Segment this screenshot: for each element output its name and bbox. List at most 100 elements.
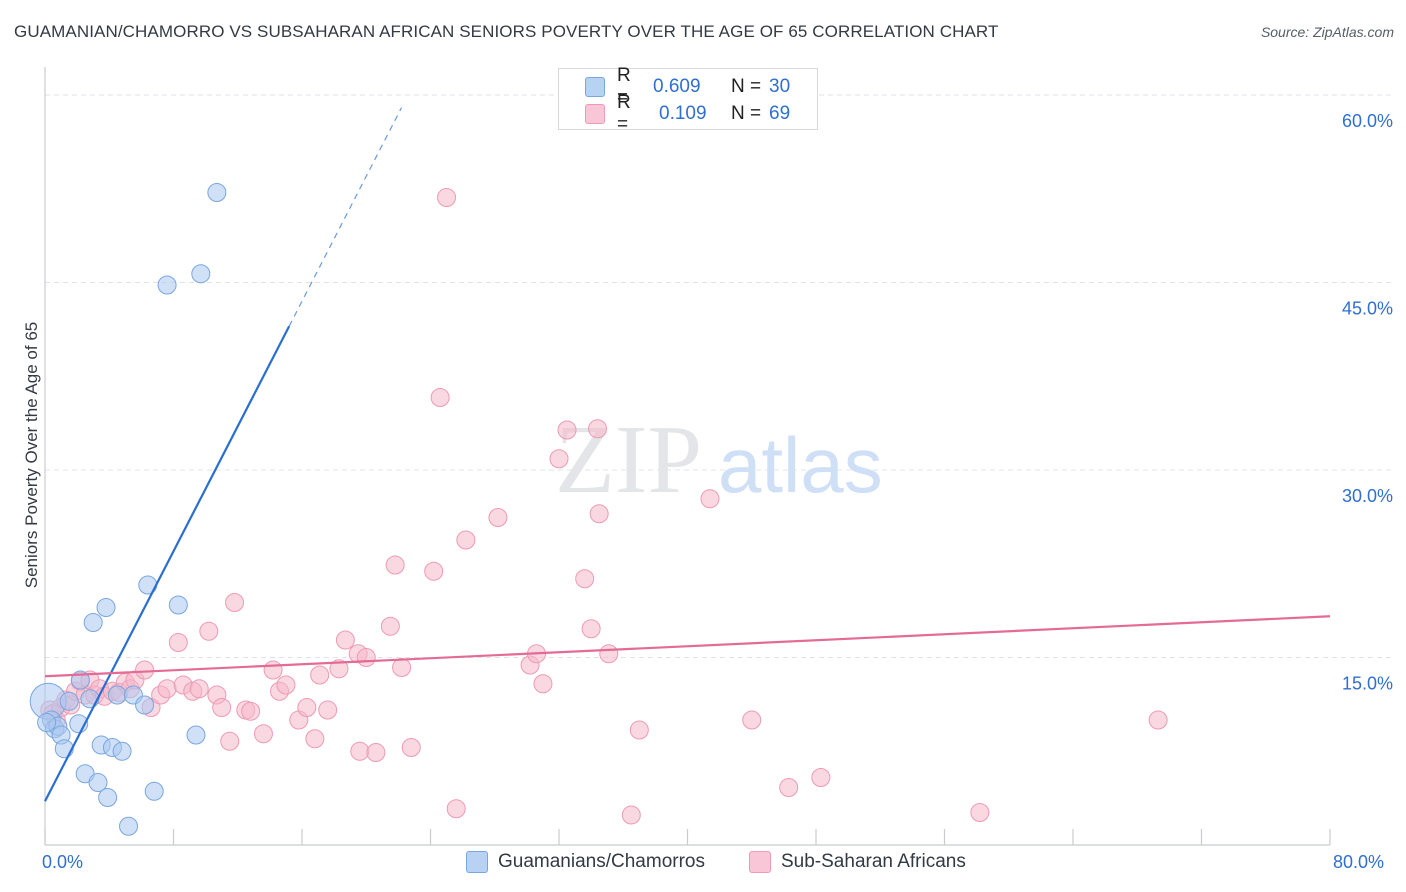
guamanian-point [96, 598, 116, 617]
subsaharan-point [263, 660, 283, 680]
guamanian-point [107, 685, 127, 705]
guamanian-point [144, 781, 164, 801]
subsaharan-point [392, 658, 412, 677]
legend-r-value: 0.109 [659, 103, 707, 124]
guamanian-point [37, 713, 57, 732]
x-tick-label-min: 0.0% [42, 852, 84, 872]
subsaharan-point [629, 720, 649, 740]
subsaharan-point [318, 700, 338, 720]
grid-lines [45, 94, 1392, 658]
subsaharan-point [621, 805, 641, 825]
legend-swatch-blue [585, 77, 605, 97]
legend-n-label: N = [731, 76, 762, 97]
subsaharan-point [742, 710, 762, 730]
subsaharan-point [811, 768, 831, 787]
bottom-legend-guamanian: Guamanians/Chamorros [466, 851, 705, 873]
guamanian-point [191, 264, 211, 284]
subsaharan-point [212, 698, 232, 717]
subsaharan-point [549, 449, 569, 469]
legend-n-label: N = [731, 103, 762, 124]
subsaharan-point [588, 419, 608, 439]
guamanian-point [207, 183, 227, 202]
guamanian-point [186, 725, 206, 745]
y-tick-label: 15.0% [1342, 674, 1393, 694]
guamanian-point [83, 613, 103, 632]
subsaharan-point [305, 729, 325, 749]
watermark: ZIP atlas [555, 406, 883, 514]
subsaharan-point [401, 738, 421, 757]
subsaharan-point [430, 388, 450, 407]
trend-lines [44, 107, 1331, 802]
subsaharan-trend-line [44, 615, 1331, 678]
subsaharan-point [589, 504, 609, 524]
subsaharan-point [220, 731, 240, 751]
legend-row-subsaharan: R = 0.109 N = 69 [585, 92, 791, 135]
bottom-legend-swatch-pink [749, 851, 771, 873]
source-label: Source: ZipAtlas.com [1260, 24, 1394, 40]
guamanian-point [88, 773, 108, 792]
legend-row-guamanian: R = 0.609 N = 30 [585, 65, 791, 108]
subsaharan-point [575, 569, 595, 589]
subsaharan-point [446, 799, 466, 819]
subsaharan-point [437, 188, 457, 207]
y-tick-label: 60.0% [1342, 111, 1393, 131]
subsaharan-point [356, 648, 376, 667]
subsaharan-point [168, 633, 188, 652]
subsaharan-point [581, 619, 601, 639]
subsaharan-point [599, 644, 619, 664]
bottom-legend-label-guamanian: Guamanians/Chamorros [498, 851, 705, 872]
bottom-legend-label-subsaharan: Sub-Saharan Africans [781, 851, 966, 872]
subsaharan-point [189, 679, 209, 699]
y-tick-label: 45.0% [1342, 299, 1393, 319]
subsaharan-point [779, 778, 799, 797]
guamanian-point [119, 816, 139, 836]
guamanian-point [135, 695, 155, 715]
subsaharan-point [225, 593, 245, 612]
subsaharan-point [135, 660, 155, 680]
subsaharan-point [700, 489, 720, 509]
legend-n-value: 69 [769, 103, 791, 124]
subsaharan-point [253, 724, 273, 744]
subsaharan-point [1148, 710, 1168, 730]
guamanian-point [54, 739, 74, 759]
chart-title: GUAMANIAN/CHAMORRO VS SUBSAHARAN AFRICAN… [14, 22, 999, 41]
subsaharan-point [157, 679, 177, 699]
subsaharan-point [297, 698, 317, 717]
guamanian-point [98, 788, 118, 807]
x-tick-label-max: 80.0% [1333, 852, 1385, 872]
subsaharan-point [533, 674, 553, 694]
guamanian-trend-extension [288, 107, 403, 327]
subsaharan-point [276, 675, 296, 695]
guamanian-point [112, 741, 132, 761]
guamanian-point [157, 275, 177, 295]
guamanian-point [59, 691, 79, 711]
subsaharan-point [241, 701, 261, 721]
legend-r-label: R = [617, 65, 631, 108]
bottom-legend-swatch-blue [466, 851, 488, 873]
watermark-zip: ZIP [555, 406, 702, 514]
subsaharan-point [456, 530, 476, 550]
subsaharan-point [970, 803, 990, 822]
guamanian-point [80, 689, 100, 709]
bottom-legend-subsaharan: Sub-Saharan Africans [749, 851, 966, 873]
guamanian-points [29, 183, 227, 836]
legend-swatch-pink [585, 104, 605, 124]
subsaharan-point [424, 561, 444, 581]
subsaharan-point [488, 508, 508, 527]
subsaharan-point [380, 616, 400, 636]
subsaharan-point [350, 741, 370, 761]
subsaharan-point [335, 630, 355, 650]
subsaharan-point [557, 420, 577, 440]
y-tick-labels: 15.0% 30.0% 45.0% 60.0% [1342, 111, 1393, 694]
subsaharan-point [385, 555, 405, 575]
subsaharan-point [310, 665, 330, 685]
subsaharan-point [199, 621, 219, 641]
subsaharan-point [329, 659, 349, 679]
legend-n-value: 30 [769, 76, 791, 97]
legend-r-label: R = [617, 92, 631, 135]
watermark-atlas: atlas [718, 421, 883, 509]
sub-saharan-points [40, 188, 1168, 825]
guamanian-point [168, 595, 188, 615]
stats-legend: R = 0.609 N = 30 R = 0.109 N = 69 [558, 65, 818, 135]
